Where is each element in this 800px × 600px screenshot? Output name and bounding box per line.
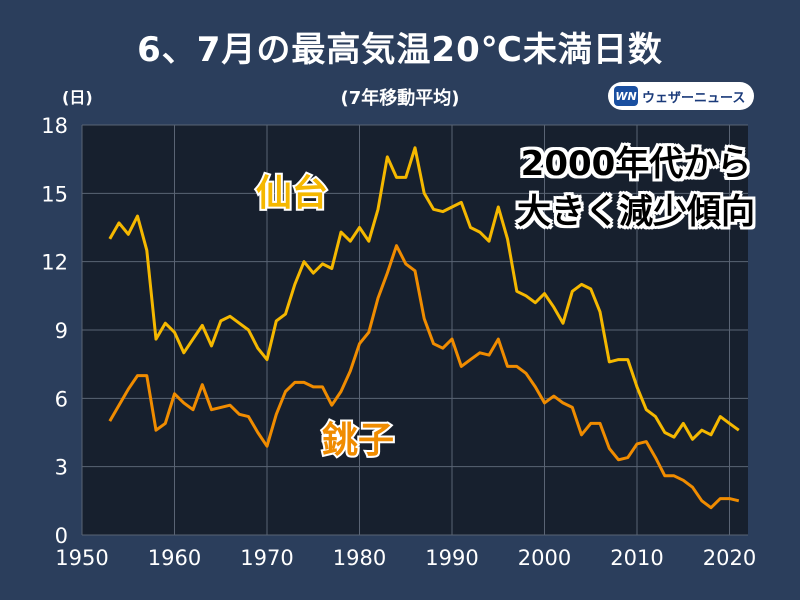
chart-title: 6、7月の最高気温20℃未満日数: [137, 30, 663, 70]
x-tick-label: 2000: [518, 546, 571, 570]
series-line-1: [108, 146, 740, 441]
annotation-line-1: 2000年代から: [520, 144, 752, 184]
y-tick-label: 6: [55, 387, 68, 411]
y-tick-label: 9: [55, 319, 68, 343]
y-tick-label: 3: [55, 456, 68, 480]
logo-text: ウェザーニュース: [642, 90, 746, 106]
chart-subtitle: (7年移動平均): [340, 88, 460, 109]
grid-lines: [81, 124, 748, 536]
annotation-line-2: 大きく減少傾向: [517, 192, 755, 232]
trend-annotation: 2000年代から 大きく減少傾向: [486, 140, 786, 236]
y-tick-label: 12: [41, 251, 68, 275]
x-tick-label: 2010: [610, 546, 663, 570]
x-tick-label: 1980: [333, 546, 386, 570]
x-tick-label: 1950: [55, 546, 108, 570]
x-tick-label: 1990: [425, 546, 478, 570]
series-line-2: [108, 244, 740, 510]
weathernews-logo: WN ウェザーニュース: [608, 82, 754, 110]
x-tick-label: 2020: [703, 546, 756, 570]
series-label-1: 仙台: [256, 173, 328, 214]
x-tick-label: 1960: [148, 546, 201, 570]
series-label-2: 銚子: [322, 420, 394, 461]
series-lines: [108, 146, 740, 510]
y-tick-label: 18: [41, 114, 68, 138]
x-axis-ticks: 1950 1960 1970 1980 1990 2000 2010 2020: [55, 546, 756, 570]
y-tick-label: 0: [55, 524, 68, 548]
logo-mark-icon: WN: [614, 86, 638, 106]
y-axis-ticks: 0 3 6 9 12 15 18: [41, 114, 68, 548]
y-tick-label: 15: [41, 182, 68, 206]
y-axis-unit: (日): [62, 88, 93, 107]
x-tick-label: 1970: [240, 546, 293, 570]
